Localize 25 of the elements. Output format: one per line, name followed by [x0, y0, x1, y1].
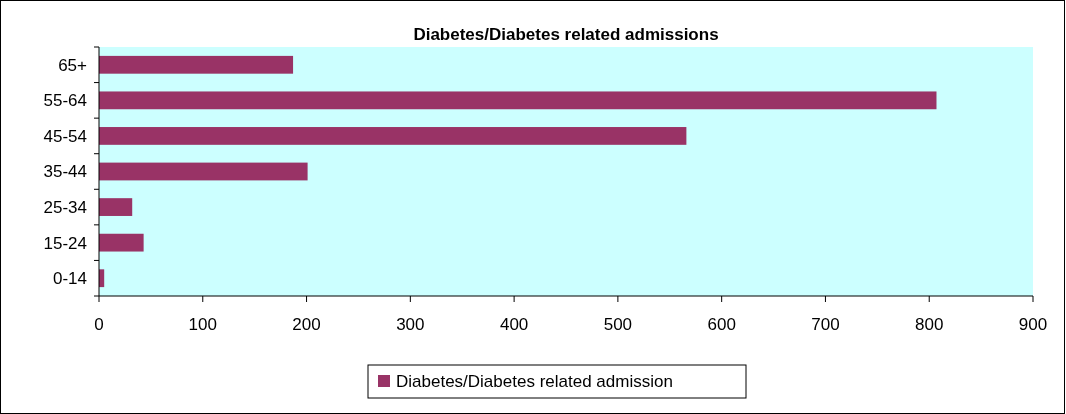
y-tick-label: 35-44 — [43, 162, 87, 182]
y-tick-label: 0-14 — [52, 269, 87, 289]
x-tick-label: 100 — [188, 315, 217, 334]
x-tick-label: 600 — [707, 315, 736, 334]
y-tick-label: 55-64 — [43, 91, 87, 111]
bar — [99, 55, 294, 74]
x-tick-label: 200 — [292, 315, 321, 334]
bar — [99, 91, 937, 110]
y-tick-label: 15-24 — [43, 233, 87, 253]
bar — [99, 162, 308, 181]
y-tick-label: 25-34 — [43, 198, 87, 218]
bar — [99, 127, 687, 145]
x-tick-label: 400 — [499, 315, 529, 334]
y-tick-label: 45-54 — [43, 126, 87, 146]
y-tick-label: 65+ — [58, 55, 88, 75]
x-tick-label: 900 — [1018, 315, 1048, 334]
x-tick-label: 700 — [811, 315, 840, 334]
bar — [99, 198, 133, 216]
bar — [99, 233, 144, 252]
x-tick-label: 300 — [396, 315, 425, 334]
chart-title: Diabetes/Diabetes related admissions — [413, 25, 719, 44]
x-tick-label: 800 — [915, 315, 944, 334]
x-tick-label: 0 — [94, 315, 104, 334]
legend-label: Diabetes/Diabetes related admission — [396, 371, 673, 391]
x-tick-label: 500 — [603, 315, 633, 334]
